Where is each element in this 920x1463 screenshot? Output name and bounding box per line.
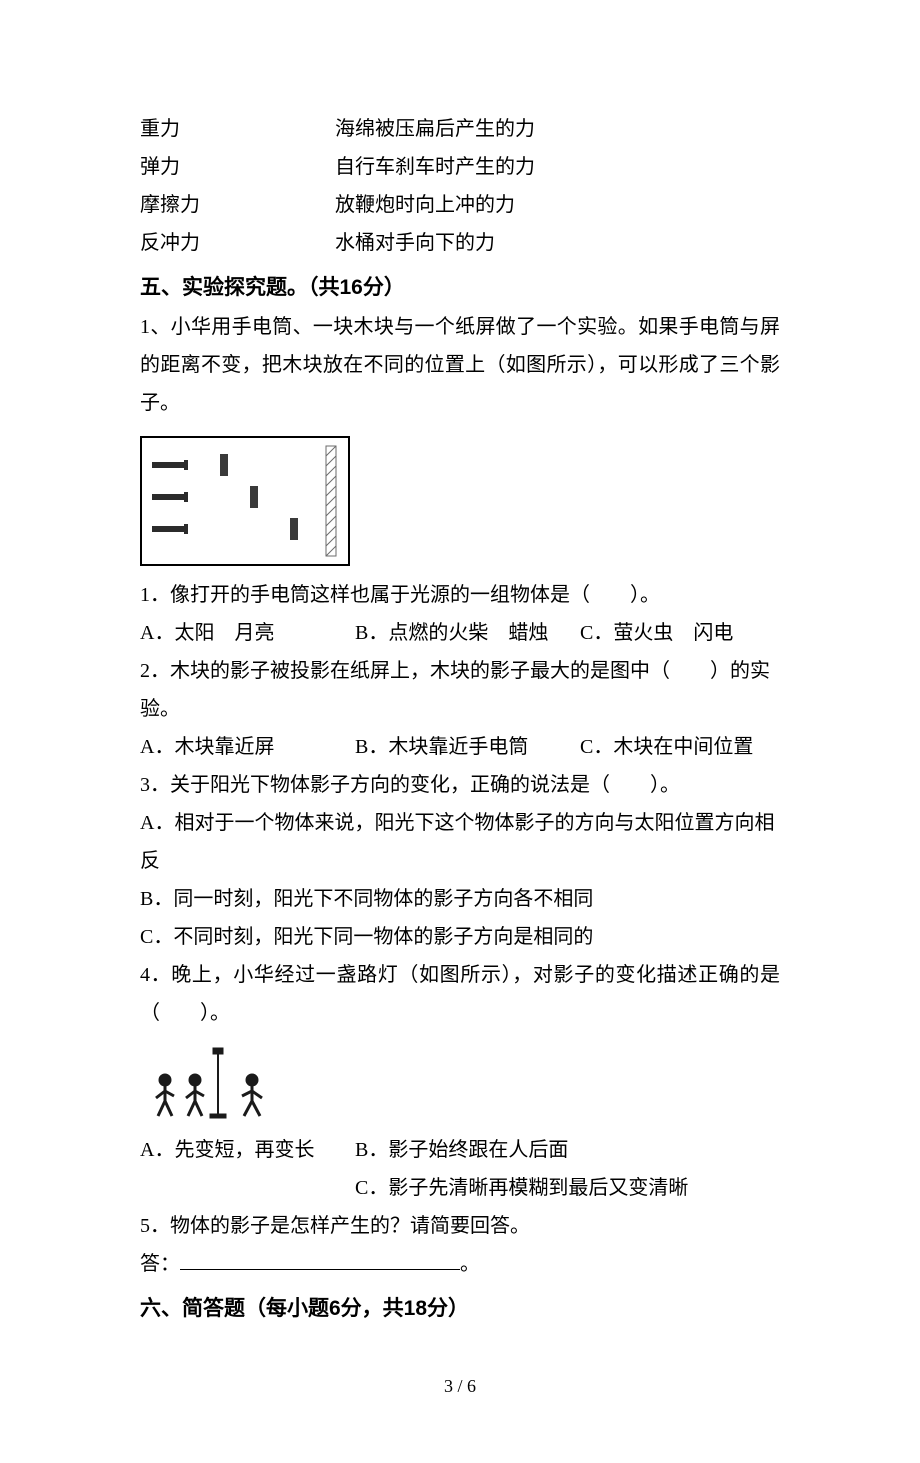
option-a: A．太阳 月亮 (140, 614, 355, 652)
sub4-stem: 4．晚上，小华经过一盏路灯（如图所示），对影子的变化描述正确的是（ ）。 (140, 956, 780, 1032)
sub4-options-row2: C．影子先清晰再模糊到最后又变清晰 (140, 1169, 780, 1207)
matching-right-item: 放鞭炮时向上冲的力 (335, 186, 780, 224)
option-c: C．影子先清晰再模糊到最后又变清晰 (355, 1169, 780, 1207)
matching-row: 重力 海绵被压扁后产生的力 (140, 110, 780, 148)
matching-block: 重力 海绵被压扁后产生的力 弹力 自行车刹车时产生的力 摩擦力 放鞭炮时向上冲的… (140, 110, 780, 262)
sub2-stem: 2．木块的影子被投影在纸屏上，木块的影子最大的是图中（ ）的实验。 (140, 652, 780, 728)
sub2-options: A．木块靠近屏 B．木块靠近手电筒 C．木块在中间位置 (140, 728, 780, 766)
document-page: 重力 海绵被压扁后产生的力 弹力 自行车刹车时产生的力 摩擦力 放鞭炮时向上冲的… (0, 0, 920, 1463)
streetlamp-diagram (140, 1046, 300, 1121)
matching-row: 弹力 自行车刹车时产生的力 (140, 148, 780, 186)
option-b: B．木块靠近手电筒 (355, 728, 580, 766)
matching-right-item: 海绵被压扁后产生的力 (335, 110, 780, 148)
matching-left-item: 重力 (140, 110, 335, 148)
matching-row: 摩擦力 放鞭炮时向上冲的力 (140, 186, 780, 224)
option-b: B．同一时刻，阳光下不同物体的影子方向各不相同 (140, 880, 780, 918)
figure-2 (140, 1046, 780, 1121)
answer-end: 。 (460, 1253, 480, 1275)
matching-right-item: 水桶对手向下的力 (335, 224, 780, 262)
figure-1 (140, 436, 780, 566)
sub5-answer-row: 答： 。 (140, 1245, 780, 1283)
sub3-stem: 3．关于阳光下物体影子方向的变化，正确的说法是（ ）。 (140, 766, 780, 804)
sub1-stem: 1．像打开的手电筒这样也属于光源的一组物体是（ ）。 (140, 576, 780, 614)
option-a: A．先变短，再变长 (140, 1131, 355, 1169)
answer-label: 答： (140, 1253, 180, 1275)
option-c: C．萤火虫 闪电 (580, 614, 780, 652)
option-c: C．木块在中间位置 (580, 728, 780, 766)
matching-right-item: 自行车刹车时产生的力 (335, 148, 780, 186)
option-b: B．影子始终跟在人后面 (355, 1131, 580, 1169)
sub4-options-row1: A．先变短，再变长 B．影子始终跟在人后面 (140, 1131, 780, 1169)
option-b: B．点燃的火柴 蜡烛 (355, 614, 580, 652)
sub1-options: A．太阳 月亮 B．点燃的火柴 蜡烛 C．萤火虫 闪电 (140, 614, 780, 652)
matching-left-item: 摩擦力 (140, 186, 335, 224)
page-number: 3 / 6 (140, 1369, 780, 1403)
option-a: A．相对于一个物体来说，阳光下这个物体影子的方向与太阳位置方向相反 (140, 804, 780, 880)
sub5-stem: 5．物体的影子是怎样产生的？请简要回答。 (140, 1207, 780, 1245)
matching-left-item: 反冲力 (140, 224, 335, 262)
experiment-diagram (140, 436, 350, 566)
answer-blank (180, 1249, 460, 1270)
q1-intro: 1、小华用手电筒、一块木块与一个纸屏做了一个实验。如果手电筒与屏的距离不变，把木… (140, 308, 780, 422)
section-6-title: 六、简答题（每小题6分，共18分） (140, 1289, 780, 1329)
matching-left-item: 弹力 (140, 148, 335, 186)
option-c: C．不同时刻，阳光下同一物体的影子方向是相同的 (140, 918, 780, 956)
option-a: A．木块靠近屏 (140, 728, 355, 766)
section-5-title: 五、实验探究题。（共16分） (140, 268, 780, 308)
matching-row: 反冲力 水桶对手向下的力 (140, 224, 780, 262)
